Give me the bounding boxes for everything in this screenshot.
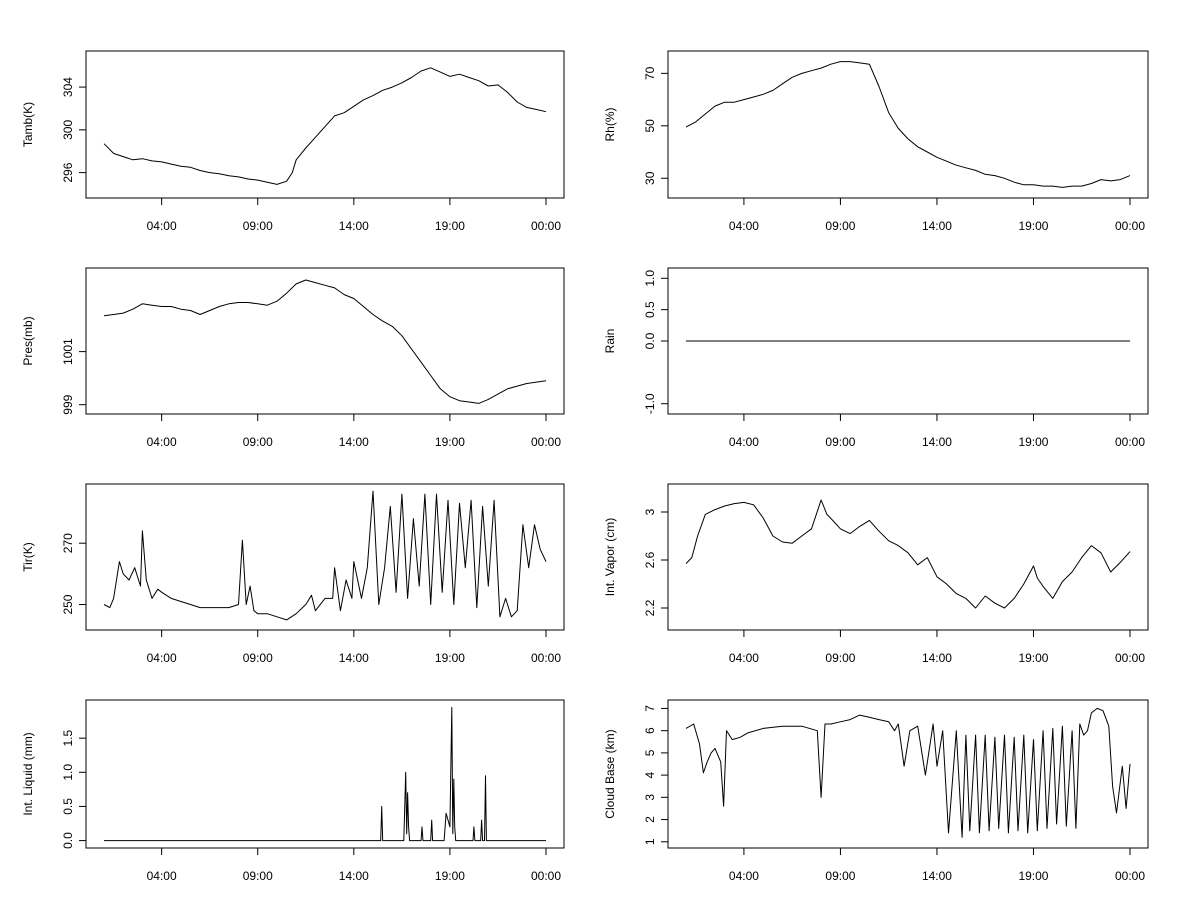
y-axis-label: Tir(K) [21,542,35,572]
panel-2: 999 1001 04:00 09:00 14:00 19:00 00:00 Pres(mb) [21,267,565,449]
x-tick-label: 09:00 [825,651,855,665]
plot-frame [85,267,565,415]
y-axis-label: Cloud Base (km) [603,729,617,818]
y-tick-label: 2 [643,816,657,823]
y-tick-label: 2.2 [643,599,657,616]
panel-7: 1 2 3 4 5 6 7 04:00 09:00 14:00 19:00 00:00 Cloud Ba… [603,699,1149,883]
y-tick-label: 0.5 [643,301,657,318]
y-tick-label: 4 [643,771,657,778]
x-tick-label: 19:00 [1018,219,1048,233]
y-tick-label: 0.0 [643,332,657,349]
y-tick-label: 7 [643,705,657,712]
x-tick-label: 19:00 [435,219,465,233]
x-tick-label: 14:00 [339,869,369,883]
x-tick-label: 00:00 [1115,219,1145,233]
x-tick-label: 09:00 [825,435,855,449]
y-tick-label: 6 [643,727,657,734]
x-tick-label: 04:00 [729,219,759,233]
x-tick-label: 09:00 [243,651,273,665]
x-tick-label: 04:00 [729,651,759,665]
y-axis-label: Int. Liquid (mm) [21,732,35,815]
x-tick-label: 04:00 [147,435,177,449]
panel-4: 250 270 04:00 09:00 14:00 19:00 00:00 Tir(K) [21,483,565,665]
plot-frame [85,483,565,631]
y-tick-label: 70 [643,66,657,80]
y-tick-label: 3 [643,508,657,515]
y-tick-label: 1.0 [61,764,75,781]
x-tick-label: 09:00 [825,219,855,233]
y-tick-label: 999 [61,394,75,414]
y-tick-label: 304 [61,77,75,97]
x-tick-label: 04:00 [147,219,177,233]
panel-0: 296 300 304 04:00 09:00 14:00 19:00 00:00 Tamb(K… [21,50,565,233]
x-tick-label: 00:00 [531,651,561,665]
x-tick-label: 09:00 [243,219,273,233]
x-tick-label: 09:00 [243,869,273,883]
y-tick-label: 1.5 [61,729,75,746]
x-tick-label: 19:00 [435,869,465,883]
y-tick-label: 296 [61,162,75,182]
plot-frame [667,50,1149,199]
y-axis-label: Rain [603,329,617,354]
series-line [685,61,1131,188]
panel-5: 2.2 2.6 3 04:00 09:00 14:00 19:00 00:00 Int. Vap… [603,483,1149,665]
x-tick-label: 00:00 [1115,869,1145,883]
series-line [103,490,547,621]
y-tick-label: 1001 [61,338,75,365]
y-tick-label: 3 [643,794,657,801]
series-line [103,67,547,185]
panel-6: 0.0 0.5 1.0 1.5 04:00 09:00 14:00 19:00 00:00 Int… [21,699,565,883]
x-tick-label: 04:00 [147,869,177,883]
x-tick-label: 04:00 [729,435,759,449]
x-tick-label: 14:00 [922,869,952,883]
series-line [685,707,1131,838]
y-tick-label: 0.0 [61,832,75,849]
x-tick-label: 19:00 [435,435,465,449]
series-line [104,706,546,842]
x-tick-label: 14:00 [922,219,952,233]
plot-frame [85,50,565,199]
x-tick-label: 04:00 [147,651,177,665]
x-tick-label: 14:00 [922,435,952,449]
y-tick-label: 1.0 [643,270,657,287]
x-tick-label: 00:00 [531,219,561,233]
y-axis-label: Rh(%) [603,107,617,141]
series-line [685,499,1131,609]
y-tick-label: 0.5 [61,798,75,815]
x-tick-label: 14:00 [339,219,369,233]
y-tick-label: 5 [643,749,657,756]
y-tick-label: 250 [61,594,75,614]
panel-1: 30 50 70 04:00 09:00 14:00 19:00 00:00 Rh(%) [603,50,1149,233]
y-tick-label: -1.0 [643,393,657,414]
y-tick-label: 270 [61,533,75,553]
x-tick-label: 09:00 [243,435,273,449]
y-axis-label: Pres(mb) [21,316,35,365]
x-tick-label: 00:00 [1115,435,1145,449]
x-tick-label: 14:00 [339,651,369,665]
plot-frame [85,699,565,849]
x-tick-label: 00:00 [531,435,561,449]
plot-frame [667,483,1149,631]
y-axis-label: Int. Vapor (cm) [603,518,617,596]
y-tick-label: 1 [643,838,657,845]
x-tick-label: 14:00 [922,651,952,665]
y-tick-label: 50 [643,119,657,133]
y-tick-label: 30 [643,171,657,185]
series-line [103,279,547,404]
x-tick-label: 04:00 [729,869,759,883]
y-tick-label: 300 [61,120,75,140]
y-tick-label: 2.6 [643,551,657,568]
x-tick-label: 19:00 [435,651,465,665]
y-axis-label: Tamb(K) [21,102,35,147]
x-tick-label: 19:00 [1018,869,1048,883]
x-tick-label: 00:00 [531,869,561,883]
x-tick-label: 14:00 [339,435,369,449]
panel-3: -1.0 0.0 0.5 1.0 04:00 09:00 14:00 19:00 00:00 Ra… [603,267,1149,449]
x-tick-label: 00:00 [1115,651,1145,665]
x-tick-label: 19:00 [1018,651,1048,665]
x-tick-label: 19:00 [1018,435,1048,449]
x-tick-label: 09:00 [825,869,855,883]
plot-frame [667,699,1149,849]
